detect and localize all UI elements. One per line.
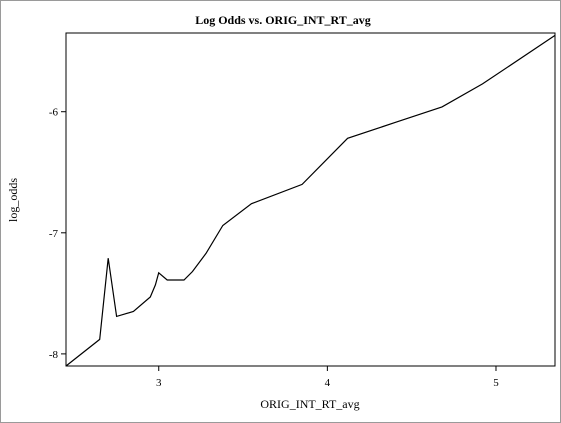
chart-title: Log Odds vs. ORIG_INT_RT_avg xyxy=(195,13,371,27)
plot-area xyxy=(65,32,556,367)
x-axis-label: ORIG_INT_RT_avg xyxy=(260,397,359,411)
y-axis-label: log_odds xyxy=(6,178,20,222)
x-tick-label: 3 xyxy=(156,377,162,389)
y-axis-ticks: -8 -7 -6 xyxy=(49,107,66,361)
series-lines xyxy=(65,34,556,367)
x-tick-label: 4 xyxy=(325,377,331,389)
x-tick-label: 5 xyxy=(493,377,499,389)
x-axis-ticks: 3 4 5 xyxy=(156,366,499,389)
y-tick-label: -8 xyxy=(49,349,59,361)
y-tick-label: -6 xyxy=(49,107,59,119)
y-tick-label: -7 xyxy=(49,228,59,240)
series-line xyxy=(65,34,556,367)
